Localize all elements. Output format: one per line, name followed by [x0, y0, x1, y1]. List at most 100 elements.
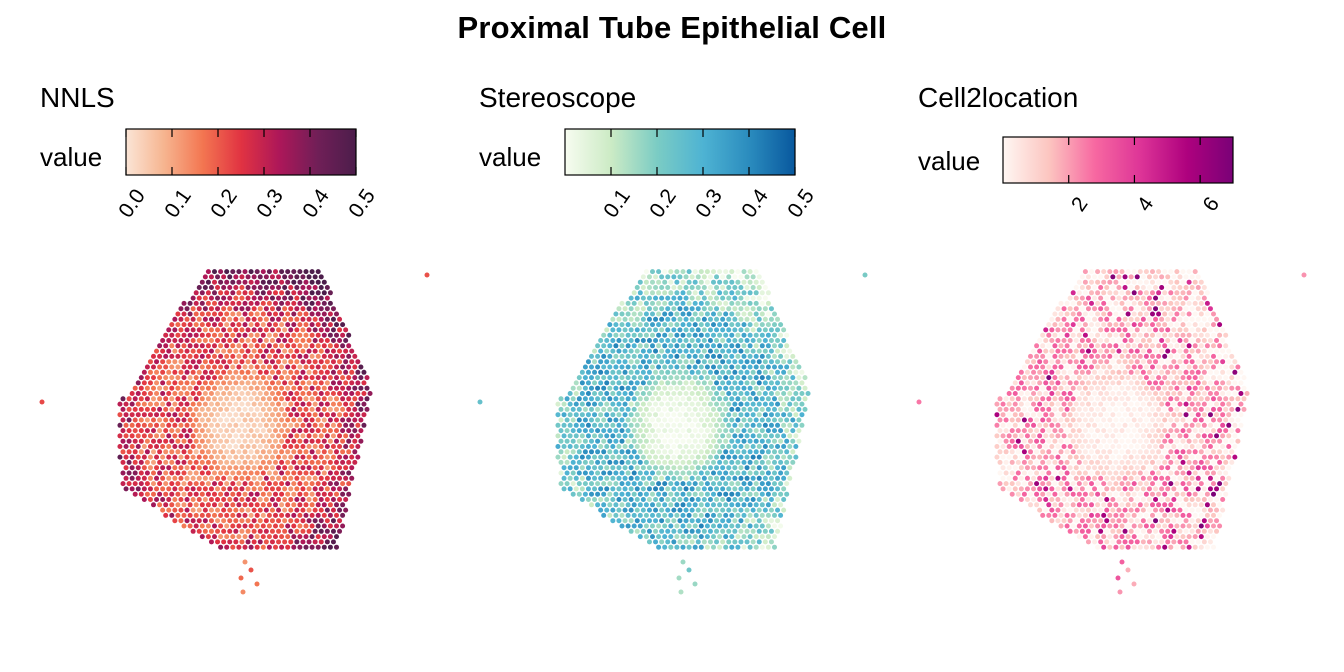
spot — [330, 422, 336, 428]
spot — [680, 322, 686, 328]
spot — [1119, 353, 1125, 359]
spot — [1217, 385, 1223, 391]
spot — [172, 316, 178, 322]
spot — [1146, 316, 1152, 322]
spot — [343, 444, 349, 449]
spot — [717, 534, 723, 540]
spot — [1104, 412, 1110, 418]
spot — [781, 391, 787, 396]
spot — [729, 523, 735, 529]
spot — [303, 512, 309, 518]
spot — [318, 359, 324, 365]
spot — [762, 380, 768, 386]
spot — [248, 364, 254, 370]
spot — [297, 428, 303, 434]
spot — [263, 295, 269, 301]
spot — [276, 528, 282, 534]
spot — [640, 518, 646, 524]
spot — [340, 481, 346, 487]
spot — [282, 369, 288, 375]
spot — [303, 459, 309, 465]
spot — [726, 518, 732, 524]
spot — [1064, 364, 1070, 370]
spot — [343, 412, 349, 418]
spot — [1079, 465, 1085, 471]
spot — [132, 385, 138, 391]
spot — [1076, 385, 1082, 391]
spot — [622, 327, 628, 333]
spot — [1180, 353, 1186, 359]
spot — [1177, 475, 1183, 481]
spot — [358, 375, 364, 381]
spot — [1092, 285, 1098, 290]
spot — [208, 380, 214, 386]
spot — [327, 406, 333, 412]
spot — [1003, 406, 1009, 412]
spot — [1012, 422, 1018, 428]
colorbar-tick-label: 4 — [1133, 193, 1159, 216]
spot — [677, 539, 683, 545]
spot — [784, 353, 790, 359]
spot — [1122, 316, 1128, 322]
spot — [1061, 422, 1067, 428]
spot — [1046, 322, 1052, 328]
spot — [680, 311, 686, 317]
spot — [650, 406, 655, 412]
spot — [233, 348, 239, 354]
spot — [135, 475, 141, 481]
spot — [662, 470, 668, 476]
spot — [759, 470, 765, 476]
spot — [558, 449, 564, 455]
spot — [248, 332, 254, 338]
spot — [178, 327, 184, 333]
spot — [732, 475, 738, 481]
spot — [1165, 285, 1171, 290]
spot — [1049, 401, 1055, 407]
spot — [1162, 311, 1168, 317]
spot — [665, 316, 671, 322]
spot — [643, 428, 649, 434]
spot — [1052, 375, 1058, 381]
spot — [318, 539, 324, 545]
spot — [570, 428, 576, 434]
spot — [196, 380, 202, 386]
spot — [187, 502, 193, 508]
spot — [1012, 465, 1018, 471]
spot — [318, 338, 324, 343]
spot — [1195, 285, 1201, 290]
spot — [1137, 385, 1143, 391]
spot — [340, 353, 346, 359]
spot — [212, 385, 217, 391]
spot — [680, 428, 686, 434]
spot — [218, 279, 224, 285]
spot — [735, 279, 741, 285]
spot — [212, 279, 217, 285]
spot — [1162, 279, 1168, 285]
spot — [668, 375, 674, 381]
spot — [1113, 322, 1119, 328]
spot — [327, 311, 333, 317]
spot — [711, 512, 716, 518]
spot — [1021, 481, 1027, 487]
spot — [1055, 338, 1061, 343]
spot — [1101, 491, 1107, 497]
spot — [1207, 465, 1213, 471]
spot — [269, 401, 275, 407]
spot — [683, 465, 689, 471]
spot — [273, 375, 278, 381]
spot — [1034, 491, 1040, 497]
spot — [1214, 359, 1220, 365]
spot — [276, 359, 282, 365]
spot — [729, 502, 735, 508]
spot — [589, 481, 594, 487]
spot — [707, 465, 713, 471]
spot — [750, 454, 756, 460]
spot — [330, 327, 336, 333]
spot — [793, 369, 799, 375]
spot — [242, 364, 248, 370]
spot — [1107, 300, 1113, 306]
spot — [1153, 369, 1159, 375]
spot — [352, 428, 358, 434]
colorbar-tick-label: 0.5 — [344, 185, 380, 222]
spot — [340, 385, 346, 391]
